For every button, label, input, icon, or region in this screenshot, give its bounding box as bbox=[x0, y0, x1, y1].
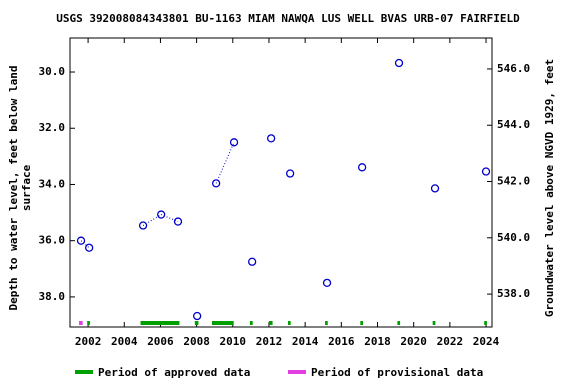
data-point bbox=[481, 167, 491, 176]
period-bar bbox=[268, 321, 273, 325]
period-bar bbox=[287, 321, 291, 325]
data-point bbox=[357, 163, 367, 172]
x-tick-label: 2008 bbox=[183, 335, 210, 348]
x-tick-label: 2002 bbox=[75, 335, 102, 348]
x-tick-label: 2006 bbox=[147, 335, 174, 348]
y-axis-label-line: Depth to water level, feet below land bbox=[7, 65, 20, 310]
period-bar bbox=[194, 321, 199, 325]
x-tick-label: 2012 bbox=[256, 335, 283, 348]
period-bar bbox=[432, 321, 436, 325]
x-tick-label: 2010 bbox=[220, 335, 247, 348]
y2-tick-label: 540.0 bbox=[497, 231, 530, 244]
data-point bbox=[157, 210, 166, 219]
legend-swatch bbox=[75, 370, 93, 374]
y2-tick-label: 546.0 bbox=[497, 62, 530, 75]
y-axis-label-line: surface bbox=[20, 164, 33, 211]
period-bar bbox=[249, 321, 253, 325]
plot-frame bbox=[69, 37, 493, 328]
data-point bbox=[76, 236, 86, 245]
y-tick-label: 32.0 bbox=[39, 121, 66, 134]
data-point bbox=[394, 58, 404, 68]
data-point bbox=[247, 257, 257, 266]
data-point bbox=[212, 179, 221, 188]
data-point bbox=[85, 243, 94, 252]
period-bar bbox=[140, 321, 180, 325]
data-line bbox=[215, 142, 235, 184]
chart-title: USGS 392008084343801 BU-1163 MIAM NAWQA … bbox=[56, 12, 520, 25]
data-line bbox=[142, 213, 179, 226]
period-bar bbox=[397, 321, 401, 325]
legend-swatch bbox=[288, 370, 306, 374]
x-tick-label: 2024 bbox=[473, 335, 500, 348]
data-point bbox=[430, 184, 440, 193]
legend-label: Period of approved data bbox=[98, 366, 250, 379]
period-bar bbox=[211, 321, 234, 325]
period-bar bbox=[79, 321, 83, 325]
period-bar bbox=[325, 321, 328, 325]
y-axis-label: Depth to water level, feet below landsur… bbox=[7, 65, 33, 310]
y-tick-label: 36.0 bbox=[39, 234, 66, 247]
data-point bbox=[138, 221, 148, 230]
data-point bbox=[173, 217, 183, 226]
y2-tick-label: 544.0 bbox=[497, 118, 530, 131]
y-tick-label: 34.0 bbox=[39, 177, 66, 190]
x-tick-label: 2018 bbox=[364, 335, 391, 348]
y2-tick-label: 538.0 bbox=[497, 287, 530, 300]
x-tick-label: 2016 bbox=[328, 335, 355, 348]
period-bar bbox=[484, 321, 487, 325]
x-tick-label: 2020 bbox=[400, 335, 427, 348]
data-point bbox=[266, 134, 276, 143]
data-point bbox=[229, 138, 239, 147]
y-tick-label: 38.0 bbox=[39, 290, 66, 303]
period-bar bbox=[87, 321, 90, 325]
legend-label: Period of provisional data bbox=[311, 366, 483, 379]
data-point bbox=[193, 311, 202, 321]
x-tick-label: 2004 bbox=[111, 335, 138, 348]
period-bar bbox=[360, 321, 364, 325]
x-tick-label: 2022 bbox=[437, 335, 464, 348]
y-tick-label: 30.0 bbox=[39, 65, 66, 78]
x-tick-label: 2014 bbox=[292, 335, 319, 348]
data-point bbox=[285, 169, 295, 178]
y2-axis-label: Groundwater level above NGVD 1929, feet bbox=[543, 59, 556, 317]
y2-tick-label: 542.0 bbox=[497, 175, 530, 188]
data-point bbox=[322, 278, 332, 288]
